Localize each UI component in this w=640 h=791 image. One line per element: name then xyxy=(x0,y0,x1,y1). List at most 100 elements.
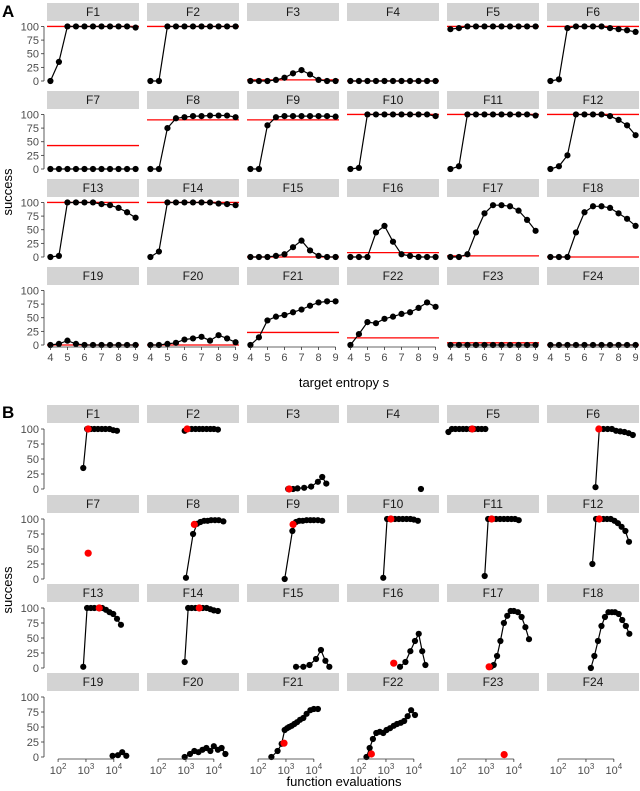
x-tick-label: 6 xyxy=(581,352,587,364)
data-point xyxy=(89,165,97,173)
data-point xyxy=(89,341,97,349)
facet-b-f12: F12 xyxy=(547,495,639,568)
facet-label: F14 xyxy=(183,586,204,600)
data-point xyxy=(247,253,254,261)
facet-label: F18 xyxy=(583,586,604,600)
x-tick-label: 104 xyxy=(205,762,222,777)
panel-a-letter: A xyxy=(2,2,14,21)
y-tick-label: 0 xyxy=(33,752,39,764)
data-point xyxy=(447,253,454,261)
data-point xyxy=(615,610,622,618)
data-point xyxy=(123,209,131,216)
facet-b-f18: F18 xyxy=(547,584,639,672)
reference-point xyxy=(390,659,398,667)
data-point xyxy=(504,612,511,619)
data-point xyxy=(306,661,313,669)
facet-strip xyxy=(147,584,239,602)
data-point xyxy=(364,77,371,85)
data-point xyxy=(155,165,163,173)
y-tick-label: 100 xyxy=(21,21,39,33)
facet-strip xyxy=(347,405,439,423)
data-point xyxy=(419,648,426,655)
reference-point xyxy=(183,425,191,433)
series-line xyxy=(550,113,637,170)
data-point xyxy=(623,122,631,129)
data-point xyxy=(172,339,180,346)
data-point xyxy=(47,253,54,261)
data-point xyxy=(363,753,370,761)
facet-label: F7 xyxy=(86,497,100,511)
data-point xyxy=(364,318,371,326)
data-point xyxy=(247,341,254,349)
data-point xyxy=(398,77,405,85)
x-tick-label: 102 xyxy=(250,762,267,777)
data-point xyxy=(589,23,597,30)
facet-label: F24 xyxy=(583,269,604,283)
data-point xyxy=(506,111,514,118)
series-line xyxy=(484,518,519,577)
data-point xyxy=(81,341,88,349)
data-point xyxy=(581,341,588,349)
data-point xyxy=(186,750,194,758)
facet-label: F2 xyxy=(186,407,200,421)
facet-a-f8: F8 xyxy=(147,91,239,173)
facet-label: F10 xyxy=(383,93,404,107)
data-point xyxy=(319,517,326,524)
data-point xyxy=(398,111,405,118)
y-tick-label: 75 xyxy=(27,35,39,47)
data-point xyxy=(411,711,419,719)
data-point xyxy=(532,23,539,30)
data-point xyxy=(581,209,588,216)
facet-strip xyxy=(47,584,139,602)
x-tick-label: 103 xyxy=(278,762,295,777)
data-point xyxy=(289,112,297,120)
facet-b-f20: F20 102 103 104 xyxy=(147,673,239,777)
data-point xyxy=(632,341,639,349)
x-tick-label: 9 xyxy=(633,352,639,364)
facet-label: F23 xyxy=(483,675,504,689)
data-point xyxy=(422,661,429,669)
reference-point xyxy=(95,604,103,612)
y-tick-label: 25 xyxy=(27,326,39,338)
data-point xyxy=(281,74,288,81)
y-tick-label: 75 xyxy=(27,123,39,135)
facet-a-f16: F16 xyxy=(347,179,439,261)
data-point xyxy=(332,253,339,261)
data-point xyxy=(81,199,88,206)
data-point xyxy=(72,165,80,173)
facet-a-f23: F23 4 5 6 7 8 9 xyxy=(447,267,539,364)
data-point xyxy=(306,71,314,78)
data-point xyxy=(432,112,439,120)
data-point xyxy=(415,630,422,637)
data-point xyxy=(464,341,471,349)
facet-a-f2: F2 xyxy=(147,3,239,85)
data-point xyxy=(181,114,188,121)
data-point xyxy=(389,238,397,245)
data-point xyxy=(406,252,414,260)
facet-label: F18 xyxy=(583,181,604,195)
data-point xyxy=(115,341,122,349)
data-point xyxy=(389,77,397,85)
y-tick-label: 100 xyxy=(21,285,39,297)
data-point xyxy=(198,112,205,120)
data-point xyxy=(272,252,280,260)
data-point xyxy=(455,24,463,32)
facet-label: F4 xyxy=(386,407,400,421)
data-point xyxy=(618,523,625,530)
data-point xyxy=(347,341,354,349)
data-point xyxy=(606,24,614,32)
data-point xyxy=(332,113,339,120)
data-point xyxy=(481,341,488,349)
data-point xyxy=(164,23,171,30)
data-point xyxy=(572,111,580,118)
data-point xyxy=(47,165,54,173)
facet-strip xyxy=(247,673,339,691)
y-tick-label: 0 xyxy=(33,252,39,264)
y-tick-label: 75 xyxy=(27,618,39,630)
data-point xyxy=(547,77,554,85)
data-point xyxy=(314,705,322,713)
data-point xyxy=(589,560,596,568)
data-point xyxy=(482,425,489,433)
data-point xyxy=(181,199,188,206)
